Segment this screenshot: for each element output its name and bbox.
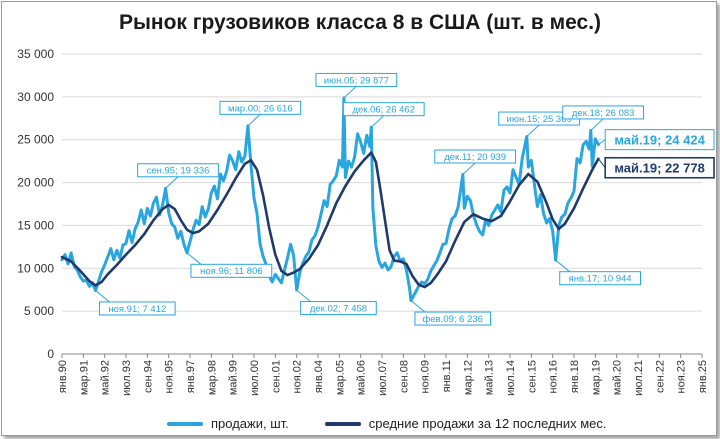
annotation-label: ноя.96; 11 806 <box>200 266 263 277</box>
x-tick-label: янв.97 <box>185 360 197 393</box>
annotation-box <box>414 311 492 326</box>
annotation-leader <box>370 115 385 128</box>
annotation-leader <box>410 300 426 313</box>
annotation-leader <box>186 252 202 265</box>
annotations: ноя.91; 7 412 сен.95; 19 336 ноя.96; 11 80… <box>95 72 715 326</box>
annotation-box <box>434 149 517 164</box>
annotation-leader <box>95 290 110 303</box>
x-tick-label: мар.12 <box>462 360 474 395</box>
x-tick-label: май.92 <box>100 360 112 395</box>
annotation-box <box>604 156 715 179</box>
annotation-label: янв.17; 10 944 <box>569 274 632 285</box>
annotation-leader <box>165 176 179 189</box>
legend-item-sales: продажи, шт. <box>167 416 289 431</box>
x-tick-label: июл.14 <box>505 360 517 396</box>
y-tick-label: 0 <box>47 347 54 361</box>
annotation-leader <box>597 158 606 169</box>
x-tick-label: мар.98 <box>206 360 218 395</box>
x-tick-label: сен.08 <box>398 360 410 393</box>
axes: 0 5 000 10 000 15 000 20 000 25 000 30 000 35 0… <box>17 47 709 396</box>
y-tick-label: 30 000 <box>17 90 54 104</box>
legend-label-sales: продажи, шт. <box>211 416 289 431</box>
annotation-box <box>562 105 645 120</box>
y-tick-label: 5 000 <box>24 304 54 318</box>
y-tick-label: 15 000 <box>17 218 54 232</box>
legend-swatch-average <box>324 421 361 426</box>
legend-item-average: средние продажи за 12 последних мес. <box>324 416 607 431</box>
annotation-box <box>604 129 715 151</box>
x-tick-label: ноя.16 <box>548 360 560 393</box>
annotation-box <box>219 100 302 115</box>
annotation-label: май.19; 24 424 <box>614 132 705 147</box>
annotation-box <box>315 72 398 87</box>
legend-swatch-sales <box>167 421 203 426</box>
annotation-label: июн.05; 29 877 <box>324 75 389 86</box>
annotation-box <box>99 301 176 316</box>
y-tick-label: 25 000 <box>17 133 54 147</box>
annotation-box <box>190 263 273 278</box>
annotation-label: ноя.91; 7 412 <box>108 304 166 315</box>
chart-title: Рынок грузовиков класса 8 в США (шт. в м… <box>118 11 602 34</box>
x-tick-label: сен.15 <box>526 360 538 393</box>
legend: продажи, шт. средние продажи за 12 после… <box>167 416 643 431</box>
x-tick-label: май.13 <box>484 360 496 395</box>
x-tick-label: май.20 <box>612 360 624 395</box>
sales-line <box>60 96 600 302</box>
x-tick-label: янв.25 <box>697 360 709 393</box>
annotation-leader <box>590 118 604 131</box>
annotation-box <box>342 102 425 117</box>
annotation-leader <box>555 259 571 273</box>
annotation-label: июн.15; 25 369 <box>507 114 572 125</box>
x-tick-label: июл.00 <box>249 360 261 396</box>
y-tick-label: 35 000 <box>17 47 54 61</box>
x-tick-label: янв.04 <box>313 360 325 393</box>
x-tick-label: июл.07 <box>377 360 389 396</box>
average-line <box>60 151 600 289</box>
x-tick-label: сен.94 <box>142 360 154 393</box>
annotation-box <box>559 271 642 286</box>
annotation-label: сен.95; 19 336 <box>147 166 210 177</box>
x-tick-label: июл.21 <box>633 360 645 396</box>
annotation-label: фев.09; 6 236 <box>423 314 483 325</box>
series-lines <box>60 96 600 302</box>
legend-label-average: средние продажи за 12 последних мес. <box>368 416 607 431</box>
x-tick-label: мар.19 <box>590 360 602 395</box>
x-tick-label: май.06 <box>356 360 368 395</box>
x-tick-label: янв.18 <box>569 360 581 393</box>
x-tick-label: июл.93 <box>121 360 133 396</box>
annotation-label: мар.00; 26 616 <box>228 103 293 114</box>
x-tick-label: сен.22 <box>654 360 666 393</box>
annotation-box <box>300 301 377 316</box>
annotation-leader <box>462 162 476 175</box>
annotation-leader <box>526 124 540 137</box>
annotation-label: дек.11; 20 939 <box>444 152 506 163</box>
x-tick-label: мар.91 <box>78 360 90 395</box>
x-tick-label: мар.05 <box>334 360 346 395</box>
annotation-leader <box>296 289 311 302</box>
y-tick-label: 10 000 <box>17 261 54 275</box>
annotation-leader <box>343 86 357 99</box>
y-tick-label: 20 000 <box>17 176 54 190</box>
annotation-leader <box>247 113 261 127</box>
annotation-label: дек.02; 7 458 <box>310 303 367 314</box>
x-tick-label: янв.90 <box>57 360 69 393</box>
x-tick-label: ноя.23 <box>676 360 688 393</box>
x-tick-label: ноя.02 <box>292 360 304 393</box>
annotation-box <box>137 163 219 178</box>
annotation-label: дек.06; 26 462 <box>352 105 415 116</box>
x-tick-label: янв.11 <box>441 360 453 392</box>
annotation-label: май.19; 22 778 <box>614 160 704 175</box>
x-tick-label: ноя.09 <box>420 360 432 393</box>
annotation-label: дек.18; 26 083 <box>572 108 635 119</box>
annotation-leader <box>598 139 606 146</box>
x-tick-label: сен.01 <box>270 360 282 393</box>
x-tick-label: ноя.95 <box>164 360 176 393</box>
x-tick-label: май.99 <box>228 360 240 395</box>
